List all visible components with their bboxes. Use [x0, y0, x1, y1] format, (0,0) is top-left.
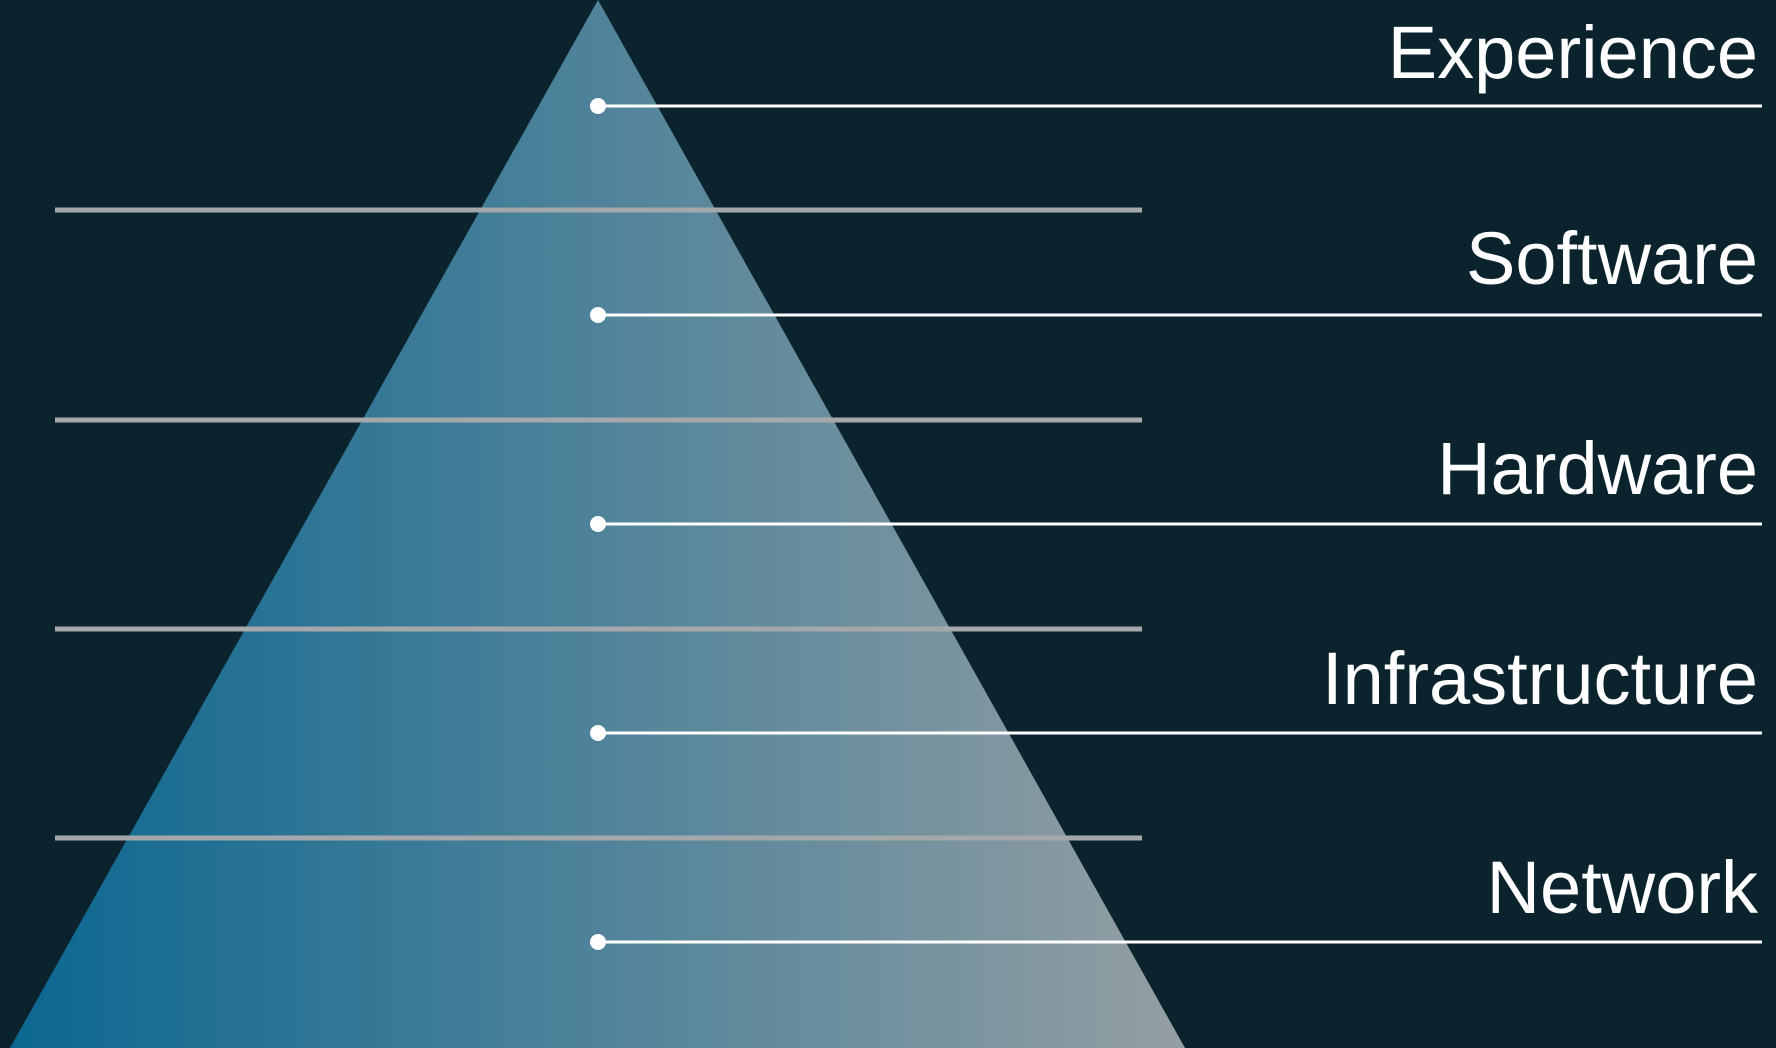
layer-leader-hardware	[590, 516, 1762, 532]
leader-dot	[590, 725, 606, 741]
leader-dot	[590, 934, 606, 950]
layer-leader-infrastructure	[590, 725, 1762, 741]
leader-dot	[590, 307, 606, 323]
layer-label-hardware: Hardware	[1437, 427, 1758, 510]
layer-label-network: Network	[1486, 846, 1758, 929]
layer-leader-software	[590, 307, 1762, 323]
layer-label-experience: Experience	[1387, 11, 1758, 94]
layer-leader-network	[590, 934, 1762, 950]
leader-dot	[590, 98, 606, 114]
leader-dot	[590, 516, 606, 532]
layer-leader-experience	[590, 98, 1762, 114]
layer-label-software: Software	[1465, 217, 1758, 300]
layer-label-infrastructure: Infrastructure	[1322, 637, 1758, 720]
